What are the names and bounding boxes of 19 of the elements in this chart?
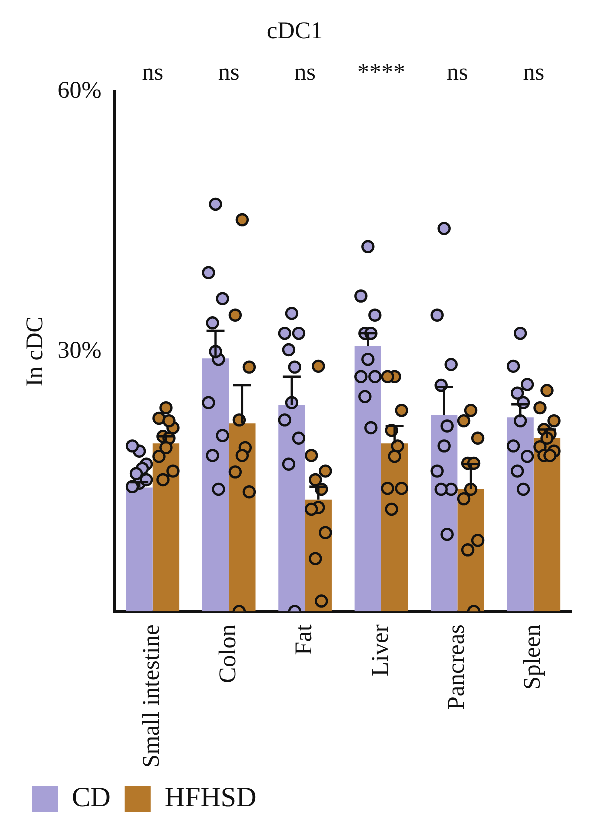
x-tick-label: Colon xyxy=(215,624,242,684)
text: ns xyxy=(142,60,164,86)
bar xyxy=(354,346,382,612)
x-tick-label: Liver xyxy=(368,624,394,677)
legend-label: HFHSD xyxy=(164,782,257,814)
y-tick-label: 60% xyxy=(58,78,102,104)
x-tick-label: Fat xyxy=(292,624,318,656)
chart-title: cDC1 xyxy=(267,18,323,45)
text: ns xyxy=(218,60,240,86)
x-tick-label: Small intestine xyxy=(139,624,166,768)
legend-label: CD xyxy=(72,782,111,814)
text: ns xyxy=(447,60,468,86)
text: ns xyxy=(523,60,545,86)
x-tick-label: Spleen xyxy=(520,624,546,690)
text: ns xyxy=(294,60,316,86)
y-tick-label: 30% xyxy=(58,338,102,364)
x-tick-label: Pancreas xyxy=(444,624,470,710)
text: **** xyxy=(357,60,406,86)
y-axis-title: In cDC xyxy=(22,316,49,387)
